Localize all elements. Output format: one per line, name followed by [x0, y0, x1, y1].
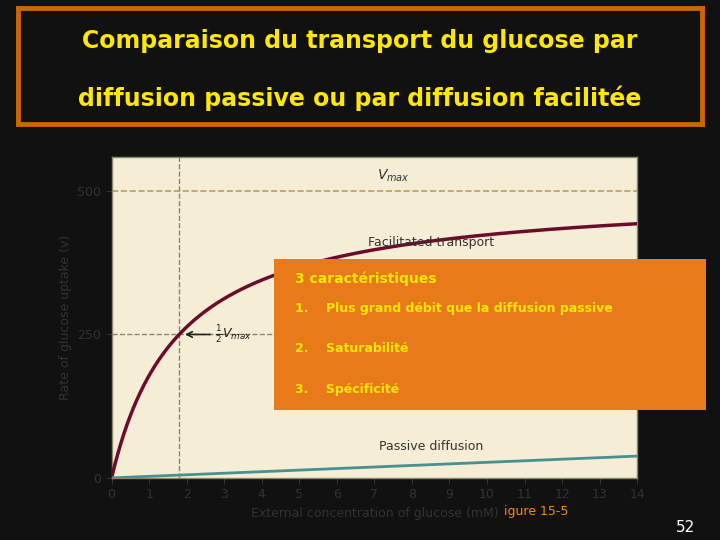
Text: Passive diffusion: Passive diffusion: [379, 440, 483, 453]
Text: Facilitated transport: Facilitated transport: [368, 236, 494, 249]
Text: 52: 52: [675, 519, 695, 535]
Text: Comparaison du transport du glucose par: Comparaison du transport du glucose par: [82, 29, 638, 52]
Text: $\mathregular{\frac{1}{2}}V_{max}$: $\mathregular{\frac{1}{2}}V_{max}$: [215, 323, 252, 346]
Text: $V_{max}$: $V_{max}$: [377, 168, 410, 184]
Text: igure 15-5: igure 15-5: [504, 505, 568, 518]
Text: 3 caractéristiques: 3 caractéristiques: [295, 271, 437, 286]
Text: 3.    Spécificité: 3. Spécificité: [295, 383, 400, 396]
X-axis label: External concentration of glucose (mM): External concentration of glucose (mM): [251, 507, 498, 520]
Text: diffusion passive ou par diffusion facilitée: diffusion passive ou par diffusion facil…: [78, 86, 642, 111]
Text: 1.    Plus grand débit que la diffusion passive: 1. Plus grand débit que la diffusion pas…: [295, 301, 613, 314]
Y-axis label: Rate of glucose uptake (v): Rate of glucose uptake (v): [58, 234, 71, 400]
Text: 2.    Saturabilité: 2. Saturabilité: [295, 342, 409, 355]
